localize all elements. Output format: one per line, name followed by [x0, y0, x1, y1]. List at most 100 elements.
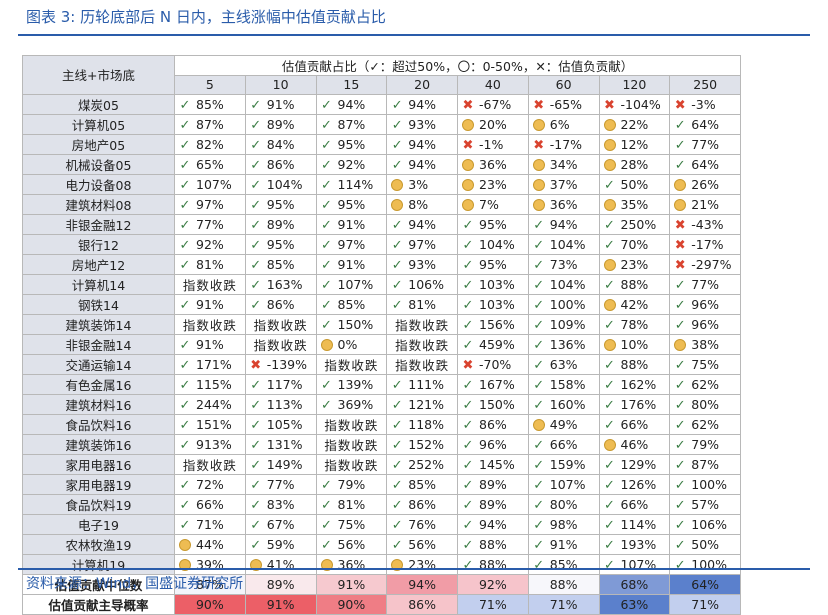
check-icon: ✓	[391, 217, 403, 233]
summary-cell: 90%	[315, 593, 388, 615]
cell-value: -70%	[479, 356, 512, 372]
cell-value: 171%	[196, 356, 232, 372]
cell-value: 77%	[266, 476, 295, 492]
check-icon: ✓	[462, 417, 474, 433]
cell-value: 85%	[196, 96, 224, 112]
check-icon: ✓	[250, 417, 262, 433]
circle-icon	[249, 558, 263, 572]
row-label: 家用电器19	[22, 473, 175, 495]
cell-value: 91%	[196, 336, 224, 352]
summary-cell: 63%	[598, 593, 671, 615]
check-icon: ✓	[533, 457, 545, 473]
cell-value: 139%	[337, 376, 374, 392]
cell-value: 8%	[408, 196, 429, 212]
summary-cell: 92%	[457, 573, 529, 595]
check-icon: ✓	[391, 237, 403, 253]
cell-value: 86%	[408, 496, 437, 512]
cell-value: 156%	[479, 316, 515, 332]
table-row: 计算机05 ✓ 87% ✓ 89% ✓ 87% ✓ 93% 20% 6% 22% ✓ 64%	[22, 113, 742, 135]
value-cell: ✓ 150%	[315, 313, 388, 335]
value-cell: ✓ 85%	[244, 253, 317, 275]
check-icon: ✓	[321, 397, 332, 413]
value-cell: ✓ 117%	[244, 373, 317, 395]
value-cell: ✓ 75%	[669, 353, 742, 375]
cell-value: 104%	[266, 176, 303, 192]
cell-value: -43%	[691, 216, 724, 232]
check-icon: ✓	[604, 557, 615, 573]
cell-value: 12%	[620, 136, 649, 152]
cell-value: 913%	[196, 436, 232, 452]
cell-value: 106%	[408, 276, 444, 292]
table-row: 食品饮料16 ✓ 151% ✓ 105% 指数收跌 ✓ 118% ✓ 86% 49% ✓ 66% ✓ 62%	[22, 413, 742, 435]
check-icon: ✓	[533, 557, 545, 573]
value-cell: ✓ 118%	[386, 413, 458, 435]
check-icon: ✓	[321, 517, 332, 533]
cell-value: 44%	[196, 536, 224, 552]
check-icon: ✓	[604, 177, 615, 193]
cell-value: 88%	[620, 276, 649, 292]
value-cell: 指数收跌	[174, 273, 246, 295]
summary-cell: 89%	[244, 573, 317, 595]
value-cell: 20%	[457, 113, 529, 135]
value-cell: ✓ 81%	[386, 293, 458, 315]
cell-value: 100%	[691, 476, 727, 492]
cell-value: 39%	[196, 556, 224, 572]
value-cell: ✓ 369%	[315, 393, 388, 415]
cell-value: 129%	[620, 456, 657, 472]
cell-value: 85%	[408, 476, 437, 492]
value-cell: ✓ 151%	[174, 413, 246, 435]
value-cell: 8%	[386, 193, 458, 215]
check-icon: ✓	[462, 557, 474, 573]
check-icon: ✓	[533, 497, 545, 513]
check-icon: ✓	[604, 397, 615, 413]
cell-value: 126%	[620, 476, 657, 492]
cell-value: 36%	[337, 556, 366, 572]
table-row: 交通运输14 ✓ 171% ✖ -139% 指数收跌 指数收跌 ✖ -70% ✓ 63% ✓ 88% ✓ 7…	[22, 353, 742, 375]
cell-value: 89%	[266, 216, 295, 232]
cross-icon: ✖	[604, 97, 615, 113]
check-icon: ✓	[533, 277, 545, 293]
value-cell: ✓ 92%	[315, 153, 388, 175]
value-cell: ✓ 87%	[669, 453, 742, 475]
cell-value: 66%	[620, 416, 649, 432]
summary-cell: 87%	[174, 573, 246, 595]
cell-value: 93%	[408, 256, 437, 272]
cell-value: 252%	[408, 456, 444, 472]
table-row: 建筑材料16 ✓ 244% ✓ 113% ✓ 369% ✓ 121% ✓ 150% ✓ 160% ✓ 176…	[22, 393, 742, 415]
value-cell: 28%	[598, 153, 671, 175]
summary-cell: 68%	[598, 573, 671, 595]
table-row: 煤炭05 ✓ 85% ✓ 91% ✓ 94% ✓ 94% ✖ -67% ✖ -65% ✖ -104% ✖ -3%	[22, 93, 742, 115]
cell-value: 162%	[620, 376, 657, 392]
cell-value: 97%	[196, 196, 224, 212]
check-icon: ✓	[604, 497, 615, 513]
check-icon: ✓	[533, 397, 545, 413]
circle-icon	[390, 558, 404, 572]
cell-value: 57%	[691, 496, 720, 512]
value-cell: 46%	[598, 433, 671, 455]
cell-value: 88%	[479, 536, 507, 552]
row-label: 钢铁14	[22, 293, 175, 315]
day-header: 250	[669, 75, 742, 95]
span-header: 估值贡献占比（✓：超过50%，〇：0-50%，✕：估值负贡献）	[173, 55, 742, 76]
cell-value: 77%	[691, 276, 720, 292]
check-icon: ✓	[179, 497, 191, 513]
cell-value: -139%	[266, 356, 307, 372]
check-icon: ✓	[462, 217, 474, 233]
cross-icon: ✖	[533, 137, 545, 153]
value-cell: ✓ 87%	[315, 113, 388, 135]
row-label: 电力设备08	[22, 173, 175, 195]
check-icon: ✓	[321, 537, 332, 553]
value-cell: 指数收跌	[244, 313, 317, 335]
value-cell: ✓ 159%	[527, 453, 600, 475]
cell-value: 65%	[196, 156, 224, 172]
check-icon: ✓	[391, 417, 403, 433]
table-row: 建筑材料08 ✓ 97% ✓ 95% ✓ 95% 8% 7% 36% 35% 21%	[22, 193, 742, 215]
check-icon: ✓	[179, 117, 191, 133]
row-label: 非银金融12	[22, 213, 175, 235]
value-cell: ✖ -139%	[244, 353, 317, 375]
circle-icon	[461, 178, 475, 192]
value-cell: 38%	[669, 333, 742, 355]
cross-icon: ✖	[462, 97, 474, 113]
value-cell: 26%	[669, 173, 742, 195]
row-label: 计算机14	[22, 273, 175, 295]
